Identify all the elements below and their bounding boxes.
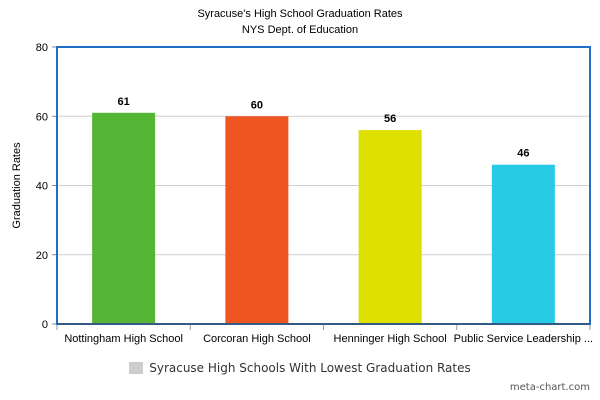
- chart-subtitle: NYS Dept. of Education: [241, 24, 359, 36]
- x-tick-label: Corcoran High School: [203, 333, 311, 345]
- y-tick-label: 20: [36, 250, 48, 262]
- bar: [358, 130, 422, 324]
- y-tick-label: 0: [42, 319, 48, 331]
- data-label: 61: [118, 96, 130, 108]
- y-axis-label: Graduation Rates: [11, 142, 23, 229]
- y-tick-label: 40: [36, 181, 48, 193]
- x-tick-label: Henninger High School: [334, 333, 447, 345]
- y-tick-label: 60: [36, 111, 48, 123]
- data-label: 60: [251, 99, 263, 111]
- x-tick-label: Nottingham High School: [64, 333, 183, 345]
- watermark: meta-chart.com: [509, 382, 590, 393]
- bar: [92, 112, 156, 324]
- bar: [225, 116, 289, 324]
- legend-label: Syracuse High Schools With Lowest Gradua…: [149, 361, 471, 375]
- data-label: 56: [384, 113, 396, 125]
- chart-title: Syracuse's High School Graduation Rates: [197, 8, 403, 20]
- x-tick-label: Public Service Leadership ...: [454, 333, 593, 345]
- legend-swatch: [129, 362, 144, 374]
- bar: [491, 164, 555, 324]
- y-tick-label: 80: [36, 42, 48, 54]
- data-label: 46: [517, 148, 529, 160]
- legend[interactable]: Syracuse High Schools With Lowest Gradua…: [0, 361, 600, 375]
